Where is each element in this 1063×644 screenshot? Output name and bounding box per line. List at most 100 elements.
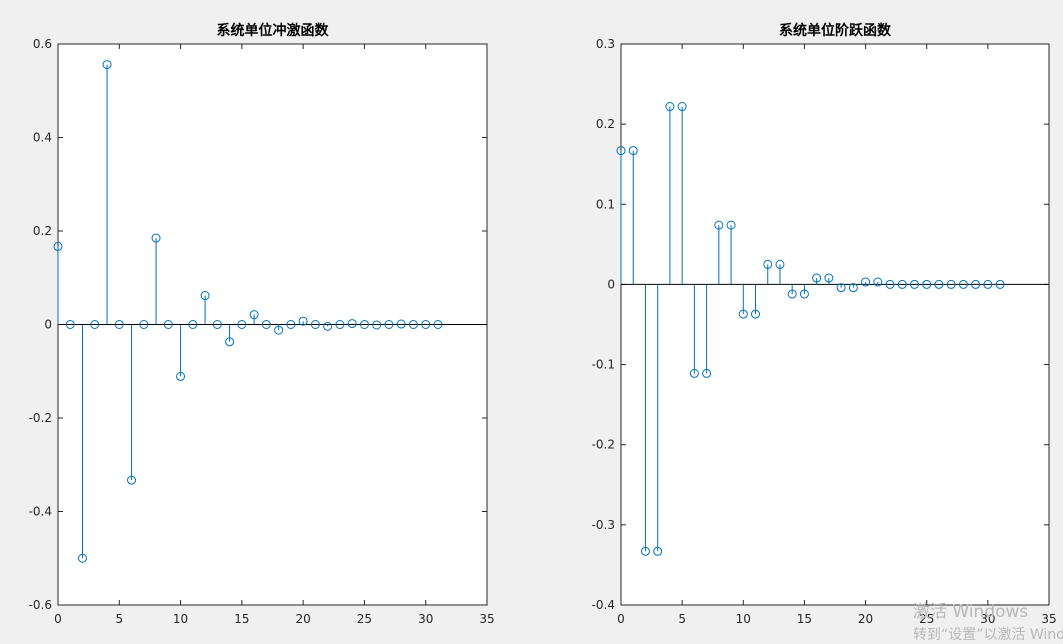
stem-marker <box>628 146 638 156</box>
y-tick-label: -0.1 <box>592 358 615 372</box>
stem-marker <box>298 316 308 326</box>
stem-marker <box>934 279 944 289</box>
stem-marker <box>53 241 63 251</box>
stem-marker <box>640 546 650 556</box>
stem-marker <box>347 319 357 329</box>
x-tick-label: 15 <box>234 612 249 626</box>
y-tick-label: -0.4 <box>29 505 52 519</box>
stem-marker <box>310 320 320 329</box>
y-tick-label: 0.6 <box>33 37 52 51</box>
stem-marker <box>665 102 675 112</box>
plot-area <box>620 43 1050 606</box>
stem-marker <box>799 289 809 299</box>
stem-marker <box>433 320 443 329</box>
stem-marker <box>90 320 100 329</box>
stem-marker <box>127 475 137 485</box>
stem-marker <box>714 220 724 230</box>
x-tick-label: 10 <box>173 612 188 626</box>
stem-marker <box>653 546 663 556</box>
x-tick-label: 35 <box>1041 612 1056 626</box>
y-tick-label: -0.4 <box>592 598 615 612</box>
stem-marker <box>212 320 222 329</box>
x-tick-label: 5 <box>115 612 123 626</box>
stem-marker <box>225 337 235 347</box>
y-tick-label: 0.2 <box>33 224 52 238</box>
stem-marker <box>188 320 198 329</box>
stem-marker <box>396 319 406 329</box>
y-tick-label: -0.2 <box>592 438 615 452</box>
stem-marker <box>812 273 822 283</box>
x-tick-label: 35 <box>479 612 494 626</box>
stem-marker <box>261 320 271 329</box>
chart-title: 系统单位冲激函数 <box>217 22 330 39</box>
stem-marker <box>787 289 797 299</box>
x-tick-label: 30 <box>980 612 995 626</box>
y-tick-label: 0.3 <box>596 37 615 51</box>
stem-marker <box>861 277 871 287</box>
stem-marker <box>372 320 382 330</box>
stem-marker <box>958 279 968 289</box>
stem-marker <box>763 259 773 269</box>
y-tick-label: -0.6 <box>29 598 52 612</box>
stem-marker <box>359 320 369 329</box>
stem-marker <box>836 283 846 293</box>
stem-marker <box>65 320 75 329</box>
stem-marker <box>408 320 418 329</box>
y-tick-label: 0.4 <box>33 131 52 145</box>
x-tick-label: 5 <box>678 612 686 626</box>
stem-marker <box>922 279 932 289</box>
stem-marker <box>885 279 895 289</box>
stem-marker <box>689 368 699 378</box>
x-tick-label: 10 <box>736 612 751 626</box>
stem-marker <box>848 283 858 293</box>
y-tick-label: 0 <box>44 318 52 332</box>
stem-marker <box>995 279 1005 289</box>
x-tick-label: 15 <box>797 612 812 626</box>
stem-marker <box>335 320 345 329</box>
x-tick-label: 0 <box>617 612 625 626</box>
stem-marker <box>421 320 431 329</box>
y-tick-label: 0.1 <box>596 197 615 211</box>
stem-marker <box>249 310 259 320</box>
stem-marker <box>151 233 161 243</box>
stem-marker <box>946 279 956 289</box>
x-tick-label: 25 <box>919 612 934 626</box>
stem-marker <box>237 320 247 329</box>
watermark: 转到“设置”以激活 Windows <box>913 626 1063 643</box>
stem-marker <box>702 368 712 378</box>
x-tick-label: 0 <box>54 612 62 626</box>
stem-marker <box>751 309 761 319</box>
stem-marker <box>274 325 284 335</box>
stem-marker <box>616 146 626 156</box>
stem-marker <box>176 371 186 381</box>
x-tick-label: 20 <box>858 612 873 626</box>
stem-marker <box>873 277 883 287</box>
stem-marker <box>824 273 834 283</box>
stem-marker <box>102 60 112 70</box>
stem-marker <box>971 279 981 289</box>
stem-marker <box>139 320 149 329</box>
y-tick-label: -0.3 <box>592 518 615 532</box>
stem-marker <box>384 320 394 329</box>
stem-marker <box>983 279 993 289</box>
stem-marker <box>114 320 124 329</box>
stem-marker <box>286 320 296 329</box>
x-tick-label: 30 <box>418 612 433 626</box>
y-tick-label: 0.2 <box>596 117 615 131</box>
stem-marker <box>323 321 333 331</box>
watermark: 激活 Windows <box>913 602 1028 622</box>
stem-marker <box>78 553 88 563</box>
y-tick-label: 0 <box>607 277 615 291</box>
stem-marker <box>677 102 687 112</box>
y-tick-label: -0.2 <box>29 411 52 425</box>
stem-marker <box>775 259 785 269</box>
x-tick-label: 25 <box>357 612 372 626</box>
stem-marker <box>738 309 748 319</box>
stem-marker <box>163 320 173 329</box>
stem-marker <box>909 279 919 289</box>
stem-marker <box>897 279 907 289</box>
chart-title: 系统单位阶跃函数 <box>779 22 892 39</box>
stem-marker <box>726 220 736 230</box>
